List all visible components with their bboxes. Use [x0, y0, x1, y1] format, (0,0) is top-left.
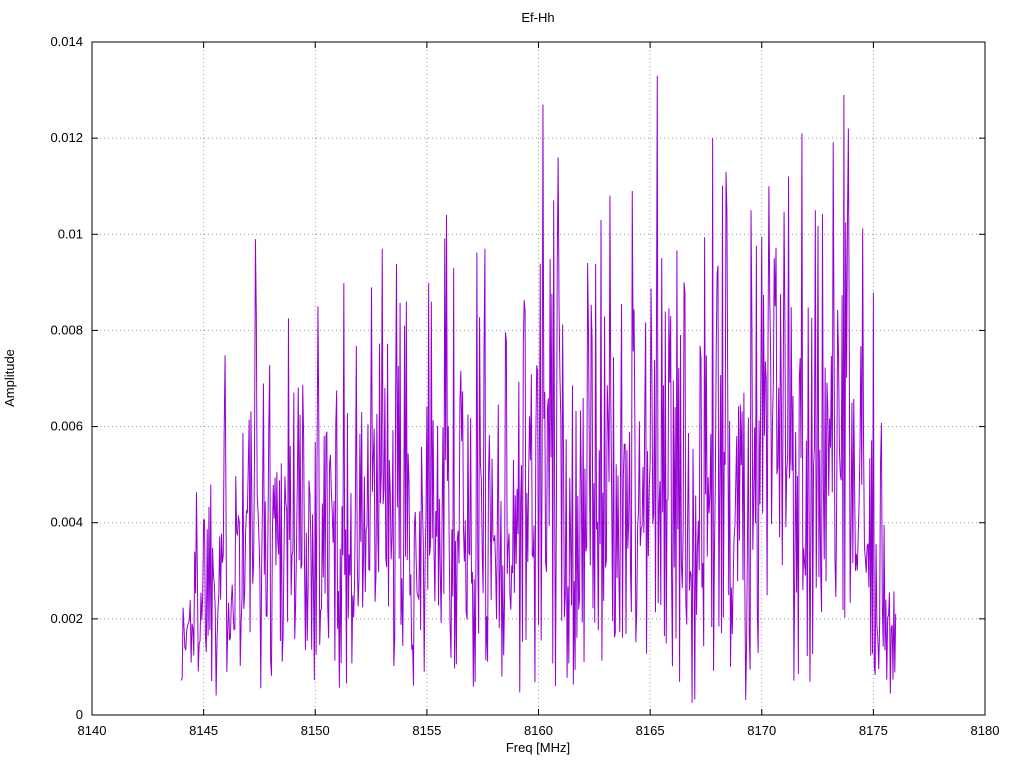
- x-tick-label: 8140: [78, 723, 107, 738]
- spectrum-line: [180, 75, 897, 703]
- x-tick-label: 8145: [189, 723, 218, 738]
- y-tick-label: 0.01: [58, 226, 83, 241]
- x-tick-label: 8165: [636, 723, 665, 738]
- plot-border: [91, 41, 986, 716]
- y-tick-label: 0.004: [50, 515, 83, 530]
- x-axis-label: Freq [MHz]: [506, 740, 570, 755]
- x-tick-label: 8160: [524, 723, 553, 738]
- y-tick-label: 0.006: [50, 419, 83, 434]
- y-tick-label: 0: [76, 707, 83, 722]
- y-axis-label: Amplitude: [2, 349, 17, 407]
- y-tick-label: 0.012: [50, 130, 83, 145]
- y-tick-label: 0.014: [50, 34, 83, 49]
- x-tick-label: 8180: [971, 723, 1000, 738]
- chart-title: Ef-Hh: [521, 10, 554, 25]
- x-tick-label: 8170: [747, 723, 776, 738]
- x-tick-label: 8150: [301, 723, 330, 738]
- tick-labels: 8140 8145 8150 8155 8160 8165 8170 8175 8180 0 0.0…: [50, 34, 999, 738]
- y-tick-label: 0.002: [50, 611, 83, 626]
- x-tick-label: 8155: [412, 723, 441, 738]
- x-tick-label: 8175: [859, 723, 888, 738]
- y-tick-label: 0.008: [50, 322, 83, 337]
